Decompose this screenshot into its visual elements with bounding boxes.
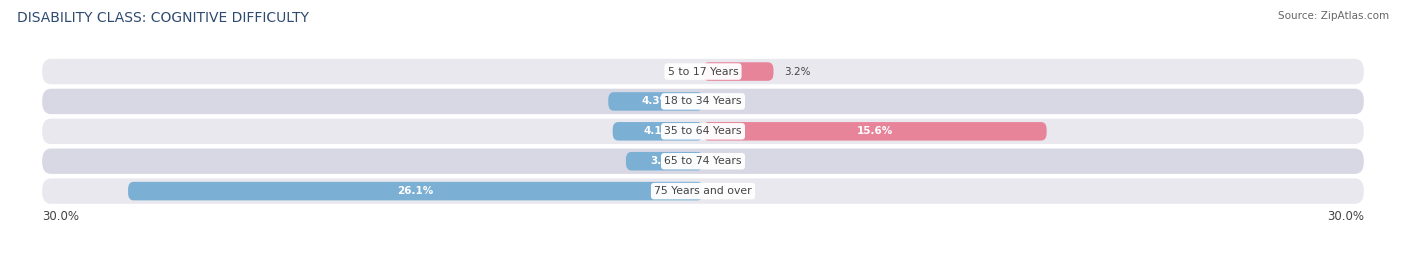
Text: 3.2%: 3.2% (785, 66, 811, 77)
Text: 4.1%: 4.1% (644, 126, 672, 136)
FancyBboxPatch shape (613, 122, 703, 141)
Text: 75 Years and over: 75 Years and over (654, 186, 752, 196)
Text: Source: ZipAtlas.com: Source: ZipAtlas.com (1278, 11, 1389, 21)
Text: 65 to 74 Years: 65 to 74 Years (664, 156, 742, 166)
FancyBboxPatch shape (703, 122, 1046, 141)
Text: 30.0%: 30.0% (1327, 210, 1364, 223)
Text: 35 to 64 Years: 35 to 64 Years (664, 126, 742, 136)
Text: DISABILITY CLASS: COGNITIVE DIFFICULTY: DISABILITY CLASS: COGNITIVE DIFFICULTY (17, 11, 309, 25)
Text: 5 to 17 Years: 5 to 17 Years (668, 66, 738, 77)
FancyBboxPatch shape (626, 152, 703, 170)
Text: 0.0%: 0.0% (714, 156, 741, 166)
FancyBboxPatch shape (609, 92, 703, 111)
FancyBboxPatch shape (42, 148, 1364, 174)
FancyBboxPatch shape (42, 178, 1364, 204)
Text: 0.0%: 0.0% (714, 186, 741, 196)
FancyBboxPatch shape (42, 59, 1364, 84)
FancyBboxPatch shape (703, 62, 773, 81)
Text: 3.5%: 3.5% (650, 156, 679, 166)
Text: 0.0%: 0.0% (714, 96, 741, 106)
Text: 4.3%: 4.3% (641, 96, 671, 106)
Text: 30.0%: 30.0% (42, 210, 79, 223)
FancyBboxPatch shape (42, 119, 1364, 144)
Text: 15.6%: 15.6% (856, 126, 893, 136)
Text: 18 to 34 Years: 18 to 34 Years (664, 96, 742, 106)
FancyBboxPatch shape (42, 89, 1364, 114)
Text: 26.1%: 26.1% (398, 186, 433, 196)
FancyBboxPatch shape (128, 182, 703, 200)
Text: 0.0%: 0.0% (665, 66, 692, 77)
